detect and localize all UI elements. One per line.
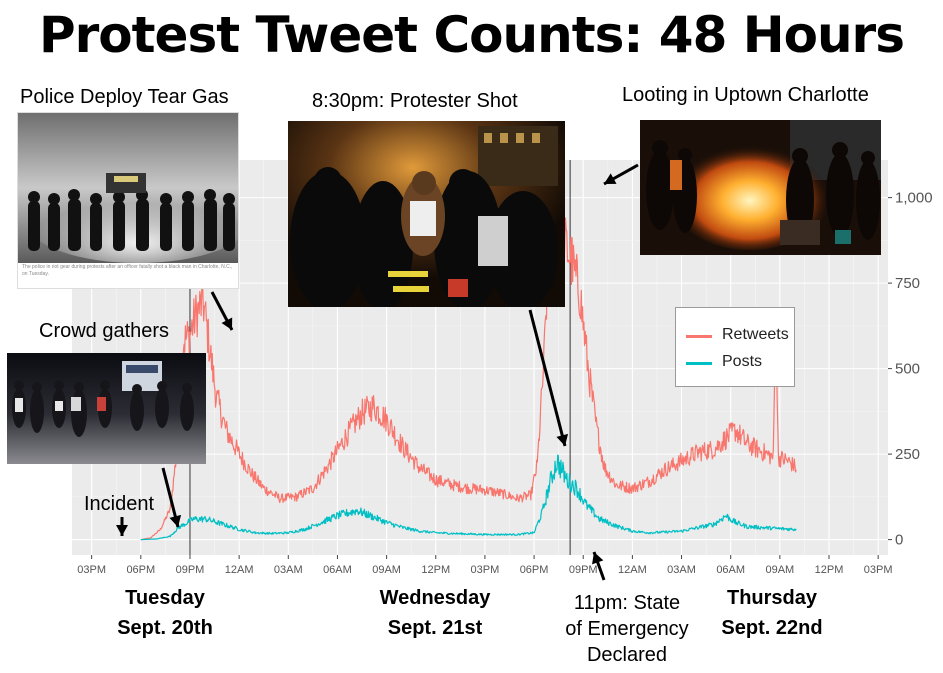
x-tick-label: 03AM (274, 564, 303, 576)
caption-looting: Looting in Uptown Charlotte (622, 84, 869, 106)
annotation-arrow-head (604, 173, 617, 184)
y-axis-ticks: 0 250 500 750 1,000 (888, 190, 933, 549)
day-label-thursday-line1: Thursday (726, 587, 818, 609)
police-line-tear-gas-photo (18, 113, 238, 263)
legend-posts-label: Posts (722, 353, 763, 370)
x-tick-label: 03AM (667, 564, 696, 576)
x-tick-label: 06PM (520, 564, 549, 576)
day-label-wednesday: Wednesday Sept. 21st (370, 583, 500, 643)
y-tick-label: 1,000 (895, 190, 933, 207)
x-tick-label: 03PM (864, 564, 893, 576)
protester-shot-photo (288, 121, 565, 307)
annotation-emergency-line2: of Emergency (565, 618, 689, 640)
looting-fire-photo (640, 120, 881, 255)
day-label-tuesday-line2: Sept. 20th (117, 617, 213, 639)
x-tick-label: 09AM (765, 564, 794, 576)
annotation-arrow-head (592, 552, 604, 565)
x-tick-label: 09PM (569, 564, 598, 576)
annotation-arrow-head (116, 525, 128, 536)
caption-tear-gas: Police Deploy Tear Gas (20, 86, 229, 108)
chart-legend: Retweets Posts (675, 307, 795, 387)
series-line-posts (140, 454, 797, 541)
y-tick-label: 500 (895, 361, 920, 378)
caption-protester-shot: 8:30pm: Protester Shot (312, 90, 518, 112)
x-tick-label: 12AM (225, 564, 254, 576)
legend-retweets-label: Retweets (722, 326, 789, 343)
annotation-emergency-line3: Declared (586, 644, 668, 666)
x-tick-label: 12PM (815, 564, 844, 576)
annotation-state-of-emergency: 11pm: State of Emergency Declared (552, 590, 702, 668)
page-title: Protest Tweet Counts: 48 Hours (39, 6, 905, 64)
x-tick-label: 09PM (176, 564, 205, 576)
x-tick-label: 09AM (372, 564, 401, 576)
annotation-arrow-head (221, 317, 233, 330)
day-label-tuesday: Tuesday Sept. 20th (110, 583, 220, 643)
x-axis-ticks: 03PM 06PM 09PM 12AM 03AM 06AM 09AM 12PM 03PM 06PM… (77, 555, 893, 576)
x-tick-label: 06PM (126, 564, 155, 576)
photo-protester-shot (288, 121, 565, 307)
day-label-wednesday-line1: Wednesday (379, 587, 491, 609)
annotation-arrows (116, 163, 639, 581)
series-lines (140, 192, 797, 541)
x-tick-label: 12PM (421, 564, 450, 576)
y-tick-label: 250 (895, 446, 920, 463)
annotation-emergency-line1: 11pm: State (573, 592, 681, 614)
series-line-retweets (140, 192, 797, 541)
day-label-thursday: Thursday Sept. 22nd (712, 583, 832, 643)
x-tick-label: 03PM (471, 564, 500, 576)
tear-gas-photo-caption: The police in riot gear during protests … (22, 264, 233, 277)
annotation-arrow-head (556, 433, 569, 446)
legend-retweets-swatch (686, 335, 712, 338)
photo-looting (640, 120, 881, 255)
crowd-night-photo (7, 353, 206, 464)
x-tick-label: 06AM (716, 564, 745, 576)
day-label-wednesday-line2: Sept. 21st (387, 617, 483, 639)
legend-posts-swatch (686, 362, 712, 365)
x-tick-label: 06AM (323, 564, 352, 576)
day-label-tuesday-line1: Tuesday (125, 587, 205, 609)
annotation-arrow-shaft (528, 309, 567, 447)
caption-crowd-gathers: Crowd gathers (39, 320, 170, 342)
day-label-thursday-line2: Sept. 22nd (721, 617, 823, 639)
x-tick-label: 03PM (77, 564, 106, 576)
photo-crowd (7, 353, 206, 464)
annotation-arrow-head (169, 514, 182, 527)
caption-incident: Incident (84, 493, 155, 515)
photo-tear-gas: The police in riot gear during protests … (17, 112, 239, 289)
x-tick-label: 12AM (618, 564, 647, 576)
y-tick-label: 0 (895, 532, 903, 549)
y-tick-label: 750 (895, 275, 920, 292)
